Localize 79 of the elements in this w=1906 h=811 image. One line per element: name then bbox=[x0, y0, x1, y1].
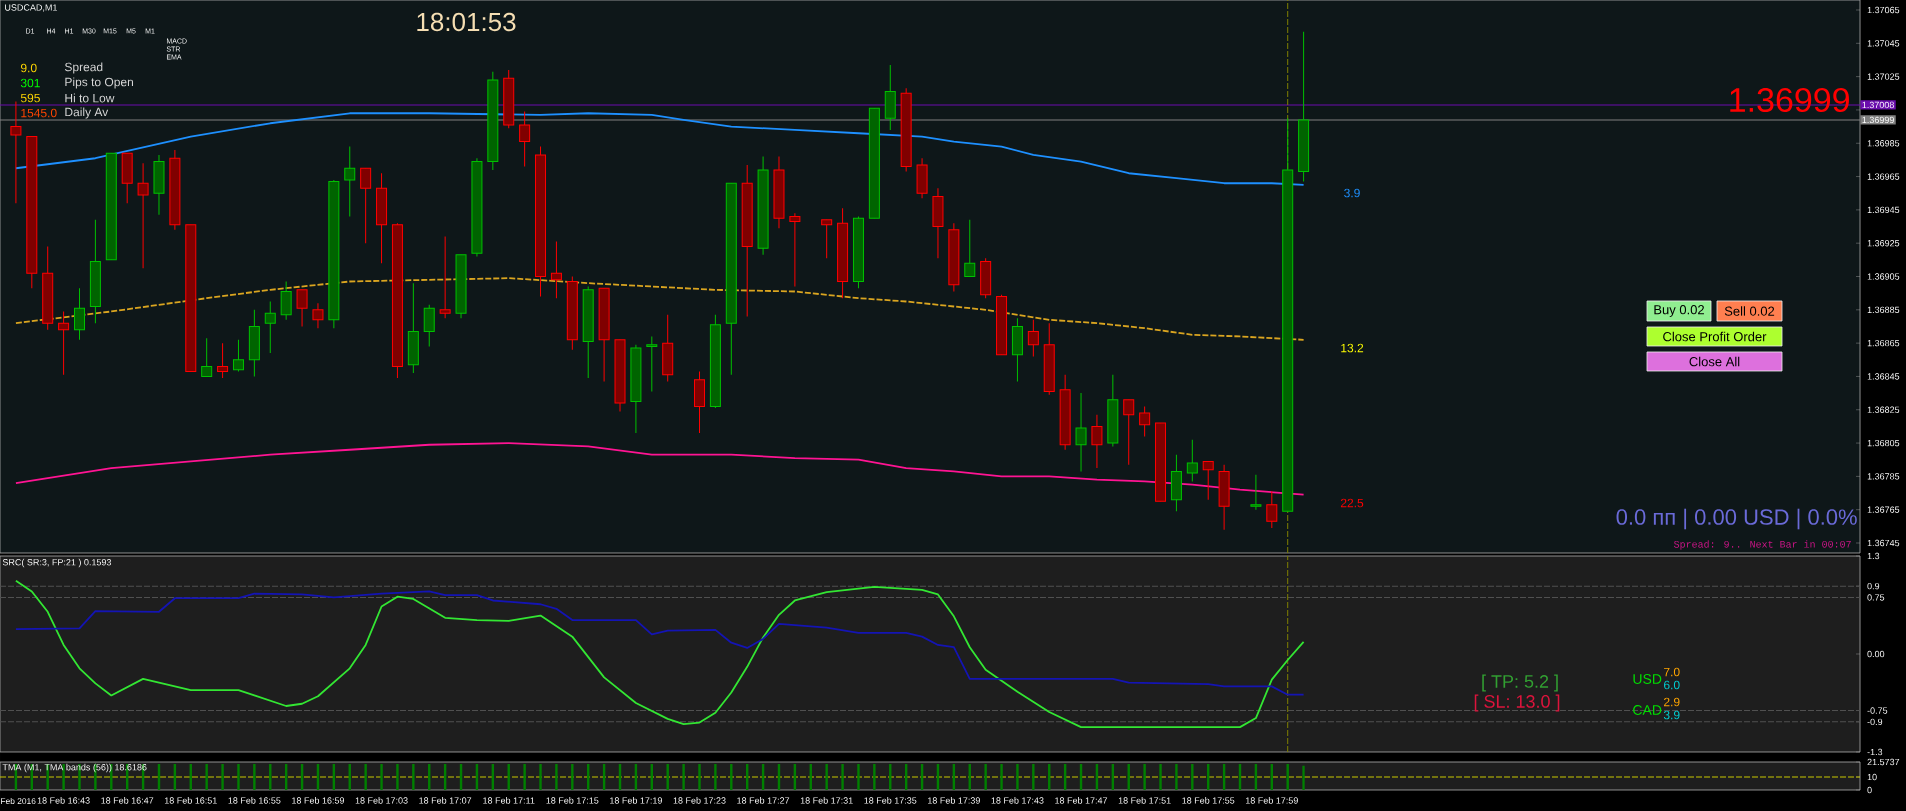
y-tick-label: 21.5737 bbox=[1867, 758, 1900, 766]
y-tick-label: 0 bbox=[1867, 786, 1872, 794]
annotation: 13.2 bbox=[1341, 343, 1364, 353]
y-tick-label: -0.9 bbox=[1867, 718, 1883, 726]
annotation: USD bbox=[1633, 674, 1662, 684]
annotation: 3.9 bbox=[1663, 710, 1680, 720]
x-tick-label: 18 Feb 17:31 bbox=[800, 797, 853, 804]
x-tick-label: 18 Feb 16:59 bbox=[292, 797, 345, 804]
annotation: CAD bbox=[1633, 705, 1662, 715]
annotation: 7.0 bbox=[1664, 667, 1680, 677]
y-tick-label: 1.36925 bbox=[1867, 240, 1900, 247]
x-tick-label: 18 Feb 17:39 bbox=[928, 797, 980, 804]
x-tick-label: 18 Feb 17:47 bbox=[1055, 797, 1108, 804]
x-tick-label: 18 Feb 16:51 bbox=[164, 797, 217, 804]
annotation: 1.36999 bbox=[1730, 87, 1849, 113]
x-tick-label: 18 Feb 17:35 bbox=[864, 797, 917, 804]
y-tick-label: 1.37065 bbox=[1867, 6, 1900, 14]
chart-title: TMA (M1, TMA bands (56)) 18.6186 bbox=[2, 763, 147, 773]
y-tick-label: 1.37025 bbox=[1867, 73, 1900, 80]
y-tick-label: 10 bbox=[1867, 773, 1877, 781]
x-tick-label: 18 Feb 17:07 bbox=[419, 797, 472, 804]
y-tick-label: 1.36785 bbox=[1867, 473, 1900, 480]
annotation: 18:01:53 bbox=[417, 12, 516, 32]
y-tick-label: 0.9 bbox=[1867, 582, 1880, 590]
y-tick-label: 1.36945 bbox=[1867, 206, 1900, 214]
y-tick-label: 0.00 bbox=[1867, 650, 1885, 658]
x-tick-label: 18 Feb 17:11 bbox=[483, 797, 535, 804]
x-tick-label: 18 Feb 17:27 bbox=[737, 797, 790, 804]
annotation: Pips to Open bbox=[65, 77, 133, 89]
x-tick-label: 18 Feb 17:03 bbox=[355, 797, 408, 804]
x-tick-label: 18 Feb 17:59 bbox=[1245, 797, 1298, 804]
x-tick-label: 18 Feb 17:55 bbox=[1182, 797, 1235, 804]
annotation: 22.5 bbox=[1340, 498, 1364, 508]
y-tick-label: 1.36825 bbox=[1867, 406, 1900, 413]
x-tick-label: 18 Feb 16:43 bbox=[37, 797, 90, 804]
y-tick-label: -1.3 bbox=[1867, 748, 1883, 756]
y-tick-label: 1.36885 bbox=[1867, 306, 1900, 314]
annotation: Close Profit Order bbox=[1663, 331, 1767, 342]
y-tick-label: 1.36985 bbox=[1867, 140, 1900, 147]
chart-title: SRC( SR:3, FP:21 ) 0.1593 bbox=[2, 558, 112, 568]
x-tick-label: 18 Feb 17:23 bbox=[673, 797, 726, 804]
annotation: 301 bbox=[20, 78, 40, 88]
x-tick-label: 18 Feb 17:43 bbox=[991, 797, 1044, 804]
annotation: Buy 0.02 bbox=[1654, 305, 1704, 317]
y-tick-label: 1.36745 bbox=[1867, 539, 1900, 547]
annotation: Sell 0.02 bbox=[1724, 306, 1775, 316]
annotation: 1545.0 bbox=[21, 108, 57, 118]
annotation: [ TP: 5.2 ] bbox=[1482, 674, 1558, 692]
y-tick-label: -0.75 bbox=[1867, 707, 1888, 714]
chart-title: USDCAD,M1 bbox=[5, 4, 57, 12]
y-tick-label: 1.36845 bbox=[1867, 373, 1900, 380]
x-tick-label: 18 Feb 17:15 bbox=[546, 797, 599, 804]
annotation: 9.0 bbox=[20, 63, 37, 73]
ref-line-label: 1.36999 bbox=[1862, 116, 1894, 124]
annotation: 595 bbox=[20, 93, 40, 103]
x-tick-label: 18 Feb 16:55 bbox=[228, 797, 281, 804]
annotation: Close All bbox=[1689, 356, 1740, 367]
annotation: 0.0 пп | 0.00 USD | 0.0% bbox=[1616, 508, 1857, 530]
annotation: Hi to Low bbox=[65, 93, 115, 103]
y-tick-label: 1.36865 bbox=[1867, 339, 1900, 347]
ref-line-label: 1.37008 bbox=[1862, 101, 1894, 109]
annotation: 3.9 bbox=[1344, 188, 1360, 198]
annotation: Spread bbox=[64, 62, 103, 74]
annotation: 2.9 bbox=[1664, 697, 1680, 707]
annotation: [ SL: 13.0 ] bbox=[1474, 694, 1560, 712]
x-tick-label: 18 Feb 16:47 bbox=[101, 797, 154, 804]
x-tick-label: 18 Feb 17:51 bbox=[1118, 797, 1171, 804]
y-tick-label: 1.36905 bbox=[1867, 273, 1900, 280]
text: Feb 2016 bbox=[1, 797, 36, 805]
annotation: Daily Av bbox=[65, 107, 109, 119]
y-tick-label: 1.37045 bbox=[1867, 40, 1900, 47]
y-tick-label: 1.36965 bbox=[1867, 173, 1900, 180]
annotation: Spread: 9.. Next Bar in 00:07 bbox=[1673, 540, 1851, 550]
y-tick-label: 1.3 bbox=[1867, 552, 1880, 560]
y-tick-label: 1.36805 bbox=[1867, 439, 1900, 447]
y-tick-label: 0.75 bbox=[1867, 594, 1885, 601]
annotation: 6.0 bbox=[1664, 680, 1680, 690]
y-tick-label: 1.36765 bbox=[1867, 506, 1900, 513]
x-tick-label: 18 Feb 17:19 bbox=[610, 797, 662, 804]
